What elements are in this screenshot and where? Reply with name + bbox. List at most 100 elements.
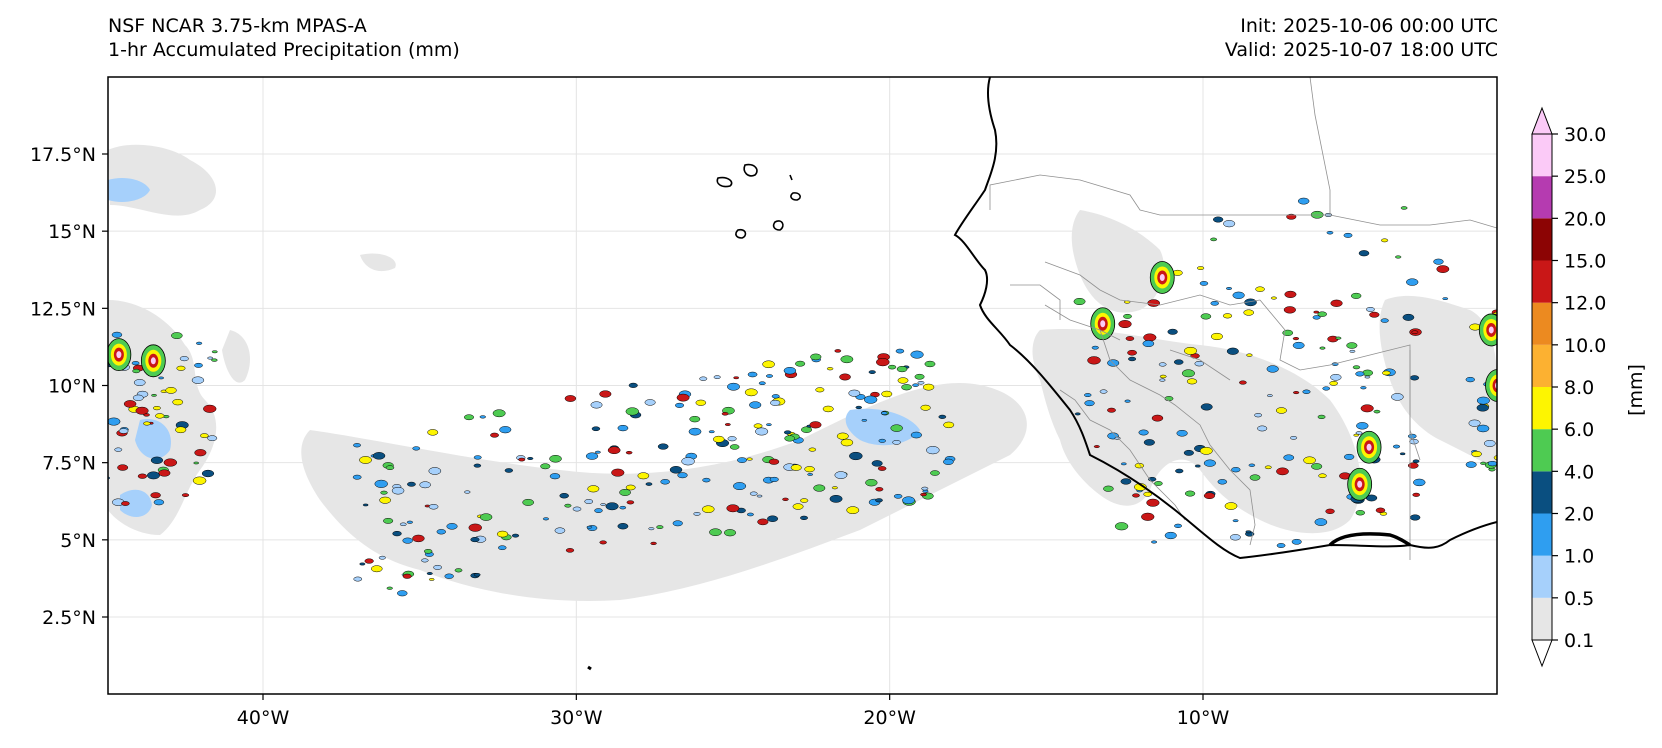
precip-cell <box>1200 313 1212 320</box>
precip-cell <box>829 494 843 503</box>
precip-cell <box>559 493 569 499</box>
precip-cell <box>892 440 901 445</box>
precip-cell <box>1392 444 1401 449</box>
precip-cell <box>1335 336 1342 340</box>
precip-cell <box>875 498 883 503</box>
precip-cell <box>137 473 147 479</box>
precip-cell <box>372 452 386 460</box>
precip-cell <box>194 362 203 368</box>
precip-cell <box>158 469 171 477</box>
precip-cell <box>930 470 940 476</box>
precip-cell <box>611 468 625 477</box>
precip-cell <box>444 573 454 579</box>
precip-cell <box>479 415 486 419</box>
precip-cell <box>428 467 442 475</box>
precip-cell <box>436 529 446 535</box>
precip-cell <box>801 426 813 433</box>
precip-cell <box>1350 292 1362 299</box>
precip-cell <box>1224 502 1238 510</box>
precip-cell <box>1143 333 1157 342</box>
precip-cell <box>1322 386 1331 391</box>
precip-cell <box>1151 414 1164 422</box>
precip-cell <box>594 508 603 513</box>
precip-cell <box>1484 439 1496 447</box>
precip-cell <box>737 457 747 463</box>
field-title: 1-hr Accumulated Precipitation (mm) <box>108 39 460 61</box>
colorbar-tick-label: 6.0 <box>1564 419 1594 441</box>
precip-cell <box>881 390 893 398</box>
precip-cell <box>1360 386 1367 390</box>
precip-cell <box>1303 456 1316 465</box>
precip-cell <box>1143 491 1153 497</box>
precip-cell <box>108 417 121 426</box>
precip-cell <box>855 405 862 410</box>
lat-tick-label: 10°N <box>48 376 96 398</box>
colorbar-segment <box>1532 471 1552 514</box>
precip-cell <box>1186 378 1198 385</box>
colorbar-segment <box>1532 597 1552 640</box>
precip-cell <box>1154 481 1163 486</box>
precip-cell <box>1151 540 1158 544</box>
precip-cell <box>617 523 629 530</box>
precip-cell <box>1239 380 1247 385</box>
precip-cell <box>876 358 890 367</box>
precip-cell <box>708 430 715 434</box>
precip-cell <box>402 573 412 579</box>
colorbar-tick-label: 15.0 <box>1564 251 1606 273</box>
precip-cell <box>839 373 851 381</box>
precip-cell <box>397 590 408 597</box>
precip-cell <box>1158 362 1167 367</box>
precip-cell <box>1243 309 1255 316</box>
precip-cell <box>1275 407 1287 414</box>
precip-cell <box>724 423 731 426</box>
precip-cell <box>1199 281 1209 286</box>
precip-cell <box>1124 399 1131 403</box>
precip-cell <box>693 511 701 516</box>
precip-cell <box>926 446 940 455</box>
precip-cell <box>912 383 919 387</box>
precip-core-peak <box>150 357 156 365</box>
precip-cell <box>1325 508 1335 514</box>
precip-cell <box>1355 431 1363 435</box>
precip-cell <box>846 506 860 515</box>
precip-cell <box>153 499 165 506</box>
precip-cell <box>201 469 215 478</box>
precip-cell <box>585 452 599 460</box>
precip-cell <box>749 401 762 409</box>
precip-cell <box>917 380 925 385</box>
precip-cell <box>1246 353 1253 357</box>
precip-cell <box>831 486 838 490</box>
precip-cell <box>111 331 123 338</box>
precip-cell <box>1412 459 1420 463</box>
precip-cell <box>746 512 754 517</box>
precip-cell <box>1412 492 1420 497</box>
lat-tick-label: 12.5°N <box>30 298 96 320</box>
precip-cell <box>721 412 729 416</box>
precip-cell <box>1292 341 1305 349</box>
precip-cell <box>207 435 218 442</box>
precip-cell <box>890 424 903 432</box>
precip-core-max <box>1492 378 1497 393</box>
precip-cell <box>727 436 737 442</box>
precip-cell <box>353 576 363 582</box>
precip-cell <box>626 500 635 505</box>
precip-cell <box>379 496 392 504</box>
precip-cell <box>1360 404 1374 413</box>
lon-tick-label: 40°W <box>237 707 290 729</box>
precip-cell <box>428 504 439 510</box>
precip-cell <box>1213 216 1224 223</box>
precip-cell <box>1343 453 1355 460</box>
precip-cell <box>123 400 137 408</box>
precip-cell <box>701 505 715 513</box>
precip-cell <box>1465 461 1477 468</box>
precip-cell <box>836 432 849 440</box>
precip-cell <box>1343 232 1353 238</box>
precip-cell <box>421 558 429 563</box>
precip-cell <box>1409 514 1421 521</box>
precip-cell <box>888 364 897 370</box>
precip-cell <box>1407 462 1419 469</box>
precip-core-peak <box>1366 443 1372 451</box>
precip-cell <box>412 534 425 543</box>
precip-cell <box>158 376 164 380</box>
precip-cell <box>153 405 161 411</box>
